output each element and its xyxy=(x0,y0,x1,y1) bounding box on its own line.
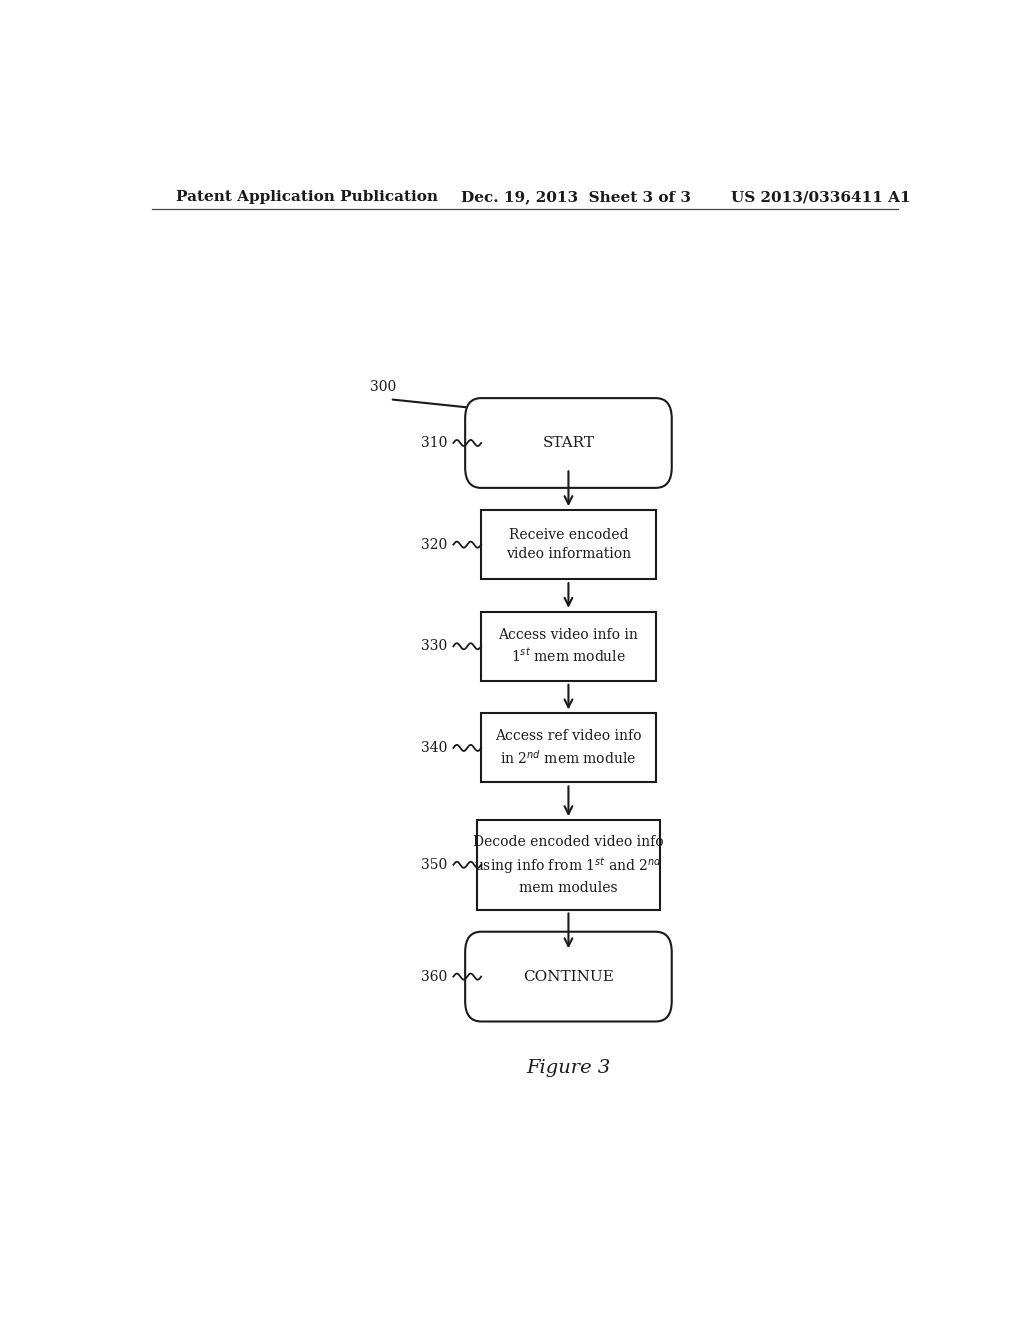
Text: Access video info in
1$^{st}$ mem module: Access video info in 1$^{st}$ mem module xyxy=(499,627,638,665)
FancyBboxPatch shape xyxy=(465,399,672,488)
Text: 340: 340 xyxy=(421,741,447,755)
Text: Figure 3: Figure 3 xyxy=(526,1059,610,1077)
Text: 310: 310 xyxy=(421,436,447,450)
Text: Patent Application Publication: Patent Application Publication xyxy=(176,190,437,205)
Text: 330: 330 xyxy=(421,639,447,653)
Text: 320: 320 xyxy=(421,537,447,552)
Text: Access ref video info
in 2$^{nd}$ mem module: Access ref video info in 2$^{nd}$ mem mo… xyxy=(496,729,642,767)
Text: 360: 360 xyxy=(421,970,447,983)
Bar xyxy=(481,510,655,579)
Text: CONTINUE: CONTINUE xyxy=(523,970,613,983)
Bar xyxy=(477,820,659,909)
FancyBboxPatch shape xyxy=(465,932,672,1022)
Text: START: START xyxy=(543,436,595,450)
Text: 350: 350 xyxy=(421,858,447,871)
Bar xyxy=(481,611,655,681)
Text: Receive encoded
video information: Receive encoded video information xyxy=(506,528,631,561)
Text: 300: 300 xyxy=(370,380,396,395)
Bar xyxy=(481,713,655,783)
Text: Decode encoded video info
using info from 1$^{st}$ and 2$^{nd}$
mem modules: Decode encoded video info using info fro… xyxy=(473,836,664,895)
Text: Dec. 19, 2013  Sheet 3 of 3: Dec. 19, 2013 Sheet 3 of 3 xyxy=(461,190,691,205)
Text: US 2013/0336411 A1: US 2013/0336411 A1 xyxy=(731,190,910,205)
